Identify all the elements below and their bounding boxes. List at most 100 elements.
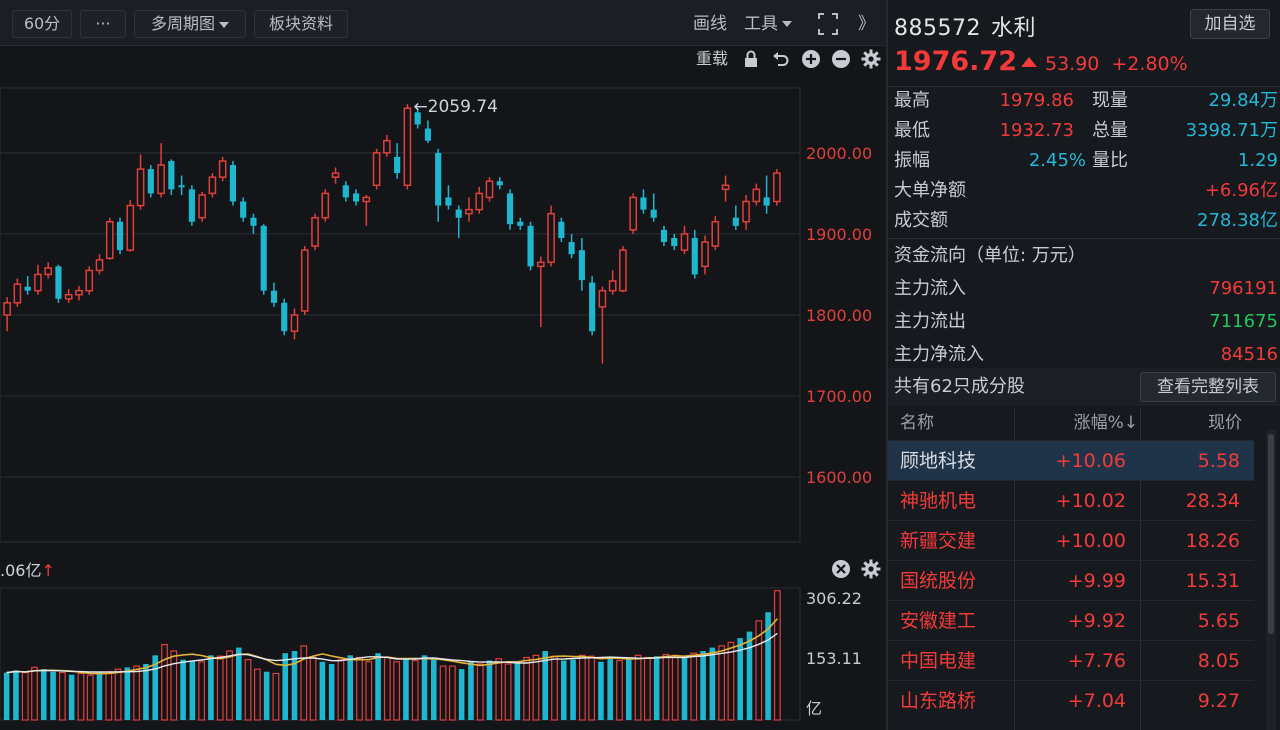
table-scrollbar-thumb[interactable]: [1268, 434, 1274, 634]
tools-dropdown[interactable]: 工具: [744, 10, 792, 38]
candle-body: [147, 169, 154, 194]
volume-bar: [468, 661, 474, 720]
main-net-inflow-label: 主力净流入: [894, 344, 984, 365]
candle-body: [608, 280, 617, 292]
volume-bar: [3, 672, 10, 720]
volume-bar: [96, 672, 103, 720]
price-row: 1976.72 53.90 +2.80%: [894, 46, 1188, 80]
volume-bar: [50, 671, 56, 720]
main-outflow-value: 711675: [1209, 311, 1278, 332]
volume-bar: [588, 655, 596, 721]
volume-bar: [328, 663, 335, 720]
candle-body: [300, 249, 309, 312]
candle-body: [598, 289, 607, 308]
volume-bar: [616, 659, 623, 721]
volume-bar: [272, 672, 280, 721]
candle-body: [208, 176, 217, 195]
price-tick-label: 1900.00: [806, 225, 872, 244]
undo-icon[interactable]: [770, 48, 792, 70]
candle-body: [394, 156, 401, 174]
volume-bar: [662, 653, 670, 721]
volume-value-label: .06亿: [0, 561, 42, 580]
candle-body: [321, 192, 330, 219]
candle-body: [290, 314, 299, 332]
col-name-header[interactable]: 名称: [900, 413, 934, 433]
volume-bar: [86, 674, 94, 721]
tools-label: 工具: [744, 14, 778, 34]
settings-gear-icon[interactable]: [860, 48, 882, 70]
volume-bar: [504, 663, 512, 721]
volume-bar: [458, 669, 465, 720]
volume-bar: [514, 661, 521, 720]
candle-body: [353, 193, 360, 202]
price-axis-labels: 2000.00 1900.00 1800.00 1700.00 1600.00: [806, 144, 872, 487]
candle-body: [763, 197, 770, 206]
volume-bar: [598, 661, 604, 720]
reload-button[interactable]: 重载: [695, 49, 728, 68]
volume-bar: [439, 665, 447, 721]
volume-bar: [476, 663, 484, 721]
volume-bar: [189, 660, 196, 720]
volume-bar: [737, 638, 743, 720]
draw-line-button[interactable]: 画线: [693, 14, 727, 34]
close-volume-icon[interactable]: [830, 558, 852, 580]
candle-body: [85, 269, 94, 292]
price-change: 53.90: [1044, 53, 1100, 75]
security-code: 885572: [894, 16, 981, 41]
volume-bar: [114, 668, 122, 721]
candle-body: [218, 160, 227, 178]
more-options-button[interactable]: ···: [80, 10, 126, 38]
main-outflow-label: 主力流出: [894, 311, 966, 332]
lock-icon[interactable]: [740, 48, 762, 70]
zoom-out-icon[interactable]: [830, 48, 852, 70]
table-row[interactable]: 国统股份 +9.99 15.31: [888, 560, 1254, 600]
zoom-in-icon[interactable]: [800, 48, 822, 70]
view-full-list-button[interactable]: 查看完整列表: [1140, 372, 1276, 402]
table-row[interactable]: 中国电建 +7.76 8.05: [888, 640, 1254, 680]
volume-ma5-line: [6, 618, 778, 675]
volume-bar: [337, 659, 345, 721]
candlestick-chart[interactable]: 2000.00 1900.00 1800.00 1700.00 1600.00 ←205…: [0, 0, 886, 730]
divider: [888, 86, 1280, 87]
volume-bar: [403, 658, 409, 720]
volume-settings-gear-icon[interactable]: [860, 558, 882, 580]
amplitude-label: 振幅: [894, 150, 930, 171]
col-pct-header[interactable]: 涨幅%↓: [1073, 413, 1138, 433]
multi-period-label: 多周期图: [150, 14, 215, 33]
volume-bars: [0, 587, 801, 721]
candle-body: [281, 302, 288, 332]
table-row[interactable]: 顾地科技 +10.06 5.58: [888, 440, 1254, 480]
volume-bar: [143, 663, 149, 720]
sector-info-button[interactable]: 板块资料: [254, 10, 348, 38]
total-volume-label: 总量: [1092, 120, 1128, 141]
col-price-header[interactable]: 现价: [1208, 413, 1242, 433]
volume-bar: [291, 651, 298, 720]
table-row[interactable]: 山东路桥 +7.04 9.27: [888, 680, 1254, 720]
candle-body: [640, 197, 647, 210]
volume-header: .06亿↑: [0, 560, 55, 582]
volume-bar: [124, 667, 131, 720]
volume-tick-label: 153.11: [806, 649, 862, 668]
candle-body: [34, 273, 42, 292]
candle-body: [24, 286, 31, 291]
table-row[interactable]: 新疆交建 +10.00 18.26: [888, 520, 1254, 560]
multi-period-dropdown[interactable]: 多周期图: [134, 10, 246, 38]
stock-price: 5.65: [1197, 610, 1240, 632]
candle-body: [445, 197, 452, 206]
expand-panel-icon[interactable]: 》: [858, 14, 875, 34]
table-row[interactable]: 神驰机电 +10.02 28.34: [888, 480, 1254, 520]
candle-body: [116, 221, 124, 251]
add-to-watchlist-button[interactable]: 加自选: [1190, 9, 1270, 39]
candle-body: [75, 289, 83, 296]
fullscreen-icon[interactable]: [816, 10, 840, 38]
volume-bar: [773, 590, 781, 721]
price-change-pct: +2.80%: [1111, 53, 1188, 75]
table-row[interactable]: 安徽建工 +9.92 5.65: [888, 600, 1254, 640]
stock-change-pct: +10.06: [1055, 450, 1126, 472]
period-button[interactable]: 60分: [12, 10, 72, 38]
candle-body: [270, 290, 278, 303]
volume-bar: [607, 657, 613, 720]
volume-bar: [700, 651, 706, 720]
volume-bar: [765, 612, 771, 720]
fund-flow-title: 资金流向（单位: 万元）: [894, 245, 1086, 266]
